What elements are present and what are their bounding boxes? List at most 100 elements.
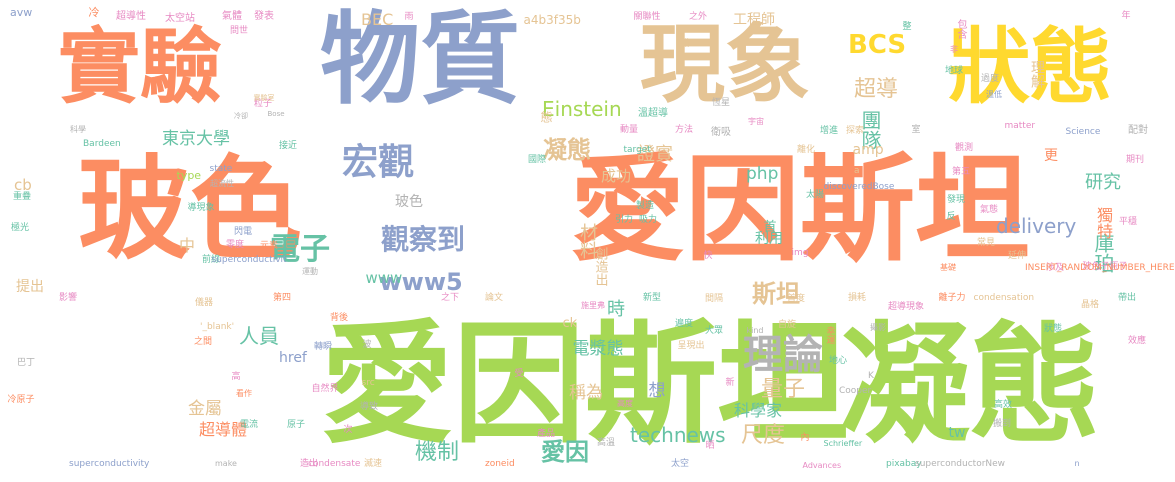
cloud-word: 轉瞬 (314, 341, 333, 352)
cloud-word: 觀測 (955, 142, 974, 153)
cloud-word: Bardeen (83, 138, 121, 149)
cloud-word: 儀器 (195, 297, 214, 308)
cloud-word: 非 (950, 45, 958, 54)
cloud-word: 冷 (88, 5, 100, 19)
cloud-word: 之間 (194, 336, 213, 347)
cloud-word: 包含 (955, 19, 966, 39)
cloud-word: 超流性 (210, 179, 234, 188)
cloud-word: 帶出 (1118, 292, 1137, 303)
cloud-word: 反 (946, 211, 956, 222)
cloud-word: 雨 (404, 11, 414, 22)
cloud-word: target (623, 144, 651, 155)
cloud-word: 自然界 (311, 383, 339, 394)
cloud-word: 玻色 (78, 145, 302, 275)
cloud-word: 電流 (240, 419, 259, 430)
cloud-word: 愛因斯坦 (321, 308, 849, 462)
cloud-word: 電漿態 (572, 338, 624, 359)
cloud-word: 極光 (11, 222, 30, 233)
cloud-word: 金屬 (188, 398, 222, 419)
cloud-word: 研究 (1085, 172, 1121, 193)
cloud-word: Science (1065, 126, 1101, 137)
cloud-word: 科學 (70, 125, 86, 134)
cloud-word: 間隔 (705, 293, 724, 304)
cloud-word: 凝態 (543, 136, 591, 164)
cloud-word: 尺度 (741, 423, 786, 448)
cloud-word: 稱為 (569, 382, 603, 403)
cloud-word: 施里弗 (581, 301, 605, 310)
cloud-word: 閃電 (234, 226, 253, 237)
cloud-word: make (215, 459, 237, 468)
cloud-word: 利用 (755, 231, 783, 247)
cloud-word: 發現 (947, 194, 966, 205)
cloud-word: 效應 (1128, 335, 1147, 346)
cloud-word: 零度 (226, 239, 245, 250)
cloud-word: tw (948, 425, 966, 441)
cloud-word: Cooper (839, 385, 872, 396)
cloud-word: 晒 (705, 440, 715, 451)
cloud-word: a (854, 165, 860, 176)
cloud-word: 冷原子 (7, 394, 35, 405)
cloud-word: 引力 (615, 214, 634, 225)
cloud-word: 接近 (279, 140, 298, 151)
cloud-word: 更 (1044, 148, 1058, 164)
cloud-word: 大眾 (705, 325, 724, 336)
cloud-word: 地球 (945, 65, 964, 76)
cloud-word: 理論 (743, 332, 823, 378)
cloud-word: 重疊 (13, 191, 32, 202)
cloud-word: 量子 (761, 377, 806, 402)
cloud-word: 證實 (637, 144, 673, 165)
cloud-word: 狀態 (1044, 323, 1063, 334)
cloud-word: 氣態 (980, 204, 999, 215)
cloud-word: 影響 (59, 292, 78, 303)
cloud-word: 超導 (854, 77, 899, 102)
cloud-word: href (279, 350, 307, 366)
cloud-word: www (365, 268, 403, 287)
cloud-word: 發表 (254, 11, 274, 22)
cloud-word: cb (14, 175, 32, 194)
cloud-word: 高度 (617, 399, 633, 408)
cloud-word: matter (1004, 120, 1036, 131)
cloud-word: 攝影 (870, 323, 886, 332)
cloud-word: 高效 (994, 399, 1013, 410)
cloud-word: 問世 (230, 25, 249, 36)
cloud-word: 太陽 (806, 189, 825, 200)
cloud-word: 衛吸 (711, 127, 731, 138)
cloud-word: condensate (308, 458, 361, 469)
cloud-word: 期刊 (1126, 154, 1145, 165)
cloud-word: avw (10, 5, 33, 19)
cloud-word: src (361, 377, 375, 388)
cloud-word: 室 (911, 124, 921, 135)
cloud-word: K (868, 370, 874, 381)
cloud-word: 實驗室 (253, 93, 275, 102)
cloud-word: 機制 (415, 440, 460, 465)
cloud-word: 錯 (680, 38, 690, 49)
cloud-word: technews (630, 423, 726, 447)
cloud-word: 材料 (577, 223, 598, 259)
cloud-word: 想 (644, 380, 665, 398)
cloud-word: 理解 (1029, 60, 1045, 88)
cloud-word: 原子 (287, 419, 306, 430)
cloud-word: ck (562, 315, 578, 331)
cloud-word: 狀態 (948, 20, 1113, 115)
cloud-word: INSERT_RANDOM_NUMBER_HERE (1025, 262, 1175, 273)
cloud-word: img (791, 247, 809, 258)
cloud-word: 次 (343, 424, 353, 435)
cloud-word: 氣體 (222, 11, 242, 22)
cloud-word: 自旋 (778, 319, 797, 330)
cloud-word: kind (746, 326, 764, 335)
cloud-word: 常見 (977, 237, 996, 248)
cloud-word: state (209, 163, 233, 174)
cloud-word: Bose (267, 109, 285, 118)
cloud-word: 延伸 (1008, 250, 1027, 261)
cloud-word: 前線 (202, 254, 221, 265)
cloud-word: 導致 (360, 401, 379, 412)
cloud-word: 溫超導 (638, 108, 668, 119)
cloud-word: superconductivit (211, 254, 287, 265)
cloud-word: 動量 (620, 124, 639, 135)
cloud-word: 首度 (787, 293, 806, 304)
cloud-word: 之外 (689, 11, 708, 22)
cloud-word: zoneid (485, 458, 515, 469)
cloud-word: BCS (848, 30, 907, 60)
cloud-word: 整 (902, 21, 912, 32)
cloud-word: 涉及 (1046, 262, 1065, 273)
